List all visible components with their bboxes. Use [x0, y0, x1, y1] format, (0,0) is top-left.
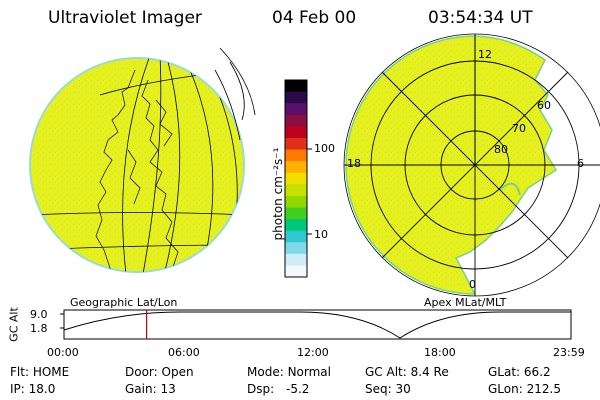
colorbar-segment [285, 137, 307, 151]
mlt-label-6: 6 [577, 157, 584, 170]
altitude-plot [60, 309, 572, 340]
colorbar-segment [285, 265, 307, 278]
altitude-tick-1-8: 1.8 [30, 322, 48, 335]
instrument-title: Ultraviolet Imager [48, 8, 202, 28]
lat-label-70: 70 [512, 122, 526, 135]
geographic-caption: Geographic Lat/Lon [70, 296, 178, 309]
time-label: 03:54:34 UT [428, 8, 533, 28]
polar-grid [344, 34, 600, 296]
colorbar-segment [285, 207, 307, 220]
mlt-label-0: 0 [469, 278, 476, 291]
status-glat: GLat: 66.2 [488, 365, 551, 379]
colorbar-segment [285, 80, 307, 93]
colorbar-segment [285, 103, 307, 116]
lat-label-60: 60 [537, 99, 551, 112]
date-label: 04 Feb 00 [272, 8, 357, 28]
colorbar [284, 79, 312, 278]
altitude-tick-9: 9.0 [30, 308, 48, 321]
time-tick-0600: 06:00 [168, 346, 200, 359]
geographic-image [29, 57, 245, 273]
mlt-label-18: 18 [347, 157, 361, 170]
status-glon: GLon: 212.5 [488, 382, 561, 396]
colorbar-segment [285, 126, 307, 139]
colorbar-unit-label: photon cm⁻²s⁻¹ [271, 147, 285, 241]
polar-caption: Apex MLat/MLT [424, 296, 507, 309]
colorbar-segment [285, 253, 307, 266]
colorbar-segment [285, 184, 307, 197]
time-tick-1800: 18:00 [424, 346, 456, 359]
outer-gridlines [214, 47, 256, 141]
colorbar-label-100: 100 [314, 142, 335, 155]
status-dsp: Dsp: -5.2 [247, 382, 310, 396]
time-tick-2359: 23:59 [553, 346, 585, 359]
status-gain: Gain: 13 [125, 382, 176, 396]
colorbar-segments [285, 80, 307, 278]
colorbar-segment [285, 161, 307, 174]
status-flt: Flt: HOME [10, 365, 70, 379]
coastline-outline [95, 69, 183, 272]
lat-label-80: 80 [494, 143, 508, 156]
status-door: Door: Open [125, 365, 194, 379]
status-gc-alt: GC Alt: 8.4 Re [365, 365, 449, 379]
colorbar-segment [285, 219, 307, 232]
time-tick-1200: 12:00 [297, 346, 329, 359]
status-ip: IP: 18.0 [10, 382, 56, 396]
polar-image [343, 33, 600, 297]
mlt-label-12: 12 [478, 48, 492, 61]
colorbar-segment [285, 230, 307, 243]
status-mode: Mode: Normal [247, 365, 331, 379]
colorbar-segment [285, 91, 307, 104]
colorbar-label-10: 10 [314, 228, 328, 241]
colorbar-segment [285, 242, 307, 255]
time-tick-0000: 00:00 [47, 346, 79, 359]
status-seq: Seq: 30 [365, 382, 411, 396]
colorbar-segment [285, 195, 307, 208]
altitude-curve [63, 311, 571, 339]
colorbar-segment [285, 172, 307, 185]
colorbar-segment [285, 149, 307, 162]
altitude-axis-label: GC Alt [7, 307, 21, 342]
colorbar-segment [285, 114, 307, 127]
